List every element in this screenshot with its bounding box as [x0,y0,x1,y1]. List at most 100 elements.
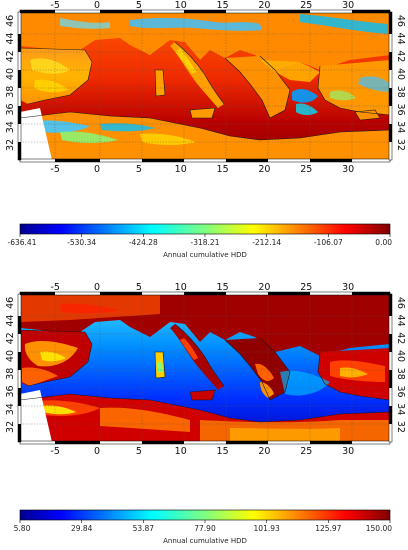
lon-tick-bottom-label: 25 [300,164,312,175]
map-top-lon-labels-top: -5 0 5 10 15 20 25 30 [50,0,354,11]
lon-tick-bottom-label: 15 [217,446,229,457]
lon-tick-bottom-label: 20 [258,446,270,457]
colorbar-tick-label: 5.80 [14,524,31,533]
lat-tick-left-label: 32 [5,421,16,433]
lon-tick-bottom-label: 10 [175,164,187,175]
colorbar-tick-label: -636.41 [8,238,37,247]
colorbar-tick-label: -530.34 [67,238,96,247]
lat-tick-left-label: 38 [5,86,16,98]
map-bottom-svg: -5 0 5 10 15 20 25 30 -5 0 5 10 15 20 25 30 32 34 36 38 40… [5,282,406,457]
lon-tick-top-label: 30 [342,282,354,293]
lon-tick-bottom-label: 20 [258,164,270,175]
map-top-lat-labels-right: 32 34 36 38 40 42 44 46 [395,15,406,151]
colorbar-tick-label: -318.21 [191,238,220,247]
map-top-svg: -5 0 5 10 15 20 25 30 -5 0 5 10 15 20 25 30 32 34 36 38 40… [5,0,406,175]
colorbar-tick-label: 101.93 [254,524,280,533]
lat-tick-left-label: 38 [5,368,16,380]
colorbar-top-ramp [19,223,391,235]
colorbar-top-ticks: -636.41 -530.34 -424.28 -318.21 -212.14 -106.… [8,234,392,247]
map-bottom-lat-labels-left: 32 34 36 38 40 42 44 46 [5,297,16,433]
lat-tick-left-label: 44 [5,315,16,327]
colorbar-top: -636.41 -530.34 -424.28 -318.21 -212.14 -106.… [0,222,408,266]
lat-tick-left-label: 46 [5,297,16,309]
colorbar-top-svg: -636.41 -530.34 -424.28 -318.21 -212.14 -106.… [8,223,392,259]
lon-tick-top-label: 10 [175,0,187,11]
colorbar-bottom-ticks: 5.80 29.84 53.87 77.90 101.93 125.97 150.00 [14,520,392,533]
lat-tick-left-label: 32 [5,139,16,151]
lon-tick-bottom-label: 5 [136,446,142,457]
lat-tick-left-label: 40 [5,350,16,362]
colorbar-tick-label: -424.28 [129,238,158,247]
lon-tick-top-label: -5 [50,282,59,293]
map-top-panel: -5 0 5 10 15 20 25 30 -5 0 5 10 15 20 25 30 32 34 36 38 40… [0,0,408,196]
lon-tick-bottom-label: 10 [175,446,187,457]
lon-tick-top-label: 20 [258,282,270,293]
lon-tick-bottom-label: -5 [50,446,59,457]
map-bottom-lon-labels-top: -5 0 5 10 15 20 25 30 [50,282,354,293]
lat-tick-right-label: 46 [395,15,406,27]
lat-tick-left-label: 46 [5,15,16,27]
lat-tick-right-label: 36 [395,385,406,397]
colorbar-tick-label: 125.97 [315,524,341,533]
lat-tick-right-label: 46 [395,297,406,309]
colorbar-tick-label: 0.00 [375,238,392,247]
lon-tick-bottom-label: 5 [136,164,142,175]
lat-tick-right-label: 40 [395,68,406,80]
lat-tick-right-label: 36 [395,103,406,115]
colorbar-bottom-title: Annual cumulative HDD [163,537,247,545]
lat-tick-right-label: 42 [395,50,406,62]
colorbar-tick-label: 53.87 [133,524,155,533]
lat-tick-left-label: 42 [5,332,16,344]
lon-tick-top-label: 0 [94,0,100,11]
lon-tick-top-label: 5 [136,0,142,11]
colorbar-tick-label: 77.90 [194,524,216,533]
lat-tick-right-label: 44 [395,33,406,45]
colorbar-tick-label: -212.14 [252,238,281,247]
lon-tick-bottom-label: 0 [94,164,100,175]
lat-tick-left-label: 36 [5,103,16,115]
lat-tick-left-label: 34 [5,403,16,415]
colorbar-tick-label: -106.07 [314,238,343,247]
lat-tick-right-label: 42 [395,332,406,344]
lat-tick-right-label: 44 [395,315,406,327]
map-bottom-panel: -5 0 5 10 15 20 25 30 -5 0 5 10 15 20 25 30 32 34 36 38 40… [0,282,408,478]
lon-tick-top-label: -5 [50,0,59,11]
lon-tick-top-label: 30 [342,0,354,11]
lon-tick-top-label: 0 [94,282,100,293]
map-bottom-lon-labels-bottom: -5 0 5 10 15 20 25 30 [50,446,354,457]
lon-tick-top-label: 25 [300,282,312,293]
lat-tick-left-label: 42 [5,50,16,62]
lat-tick-right-label: 38 [395,368,406,380]
lat-tick-left-label: 44 [5,33,16,45]
lat-tick-right-label: 32 [395,139,406,151]
lon-tick-bottom-label: 30 [342,446,354,457]
colorbar-bottom-svg: 5.80 29.84 53.87 77.90 101.93 125.97 150.00 An… [14,509,392,545]
colorbar-top-title: Annual cumulative HDD [163,251,247,259]
map-bottom-scale [17,291,393,445]
lat-tick-right-label: 32 [395,421,406,433]
lat-tick-right-label: 38 [395,86,406,98]
lon-tick-bottom-label: 25 [300,446,312,457]
lon-tick-bottom-label: 15 [217,164,229,175]
map-top-top-scale [17,9,393,163]
lon-tick-top-label: 25 [300,0,312,11]
lon-tick-top-label: 20 [258,0,270,11]
lat-tick-right-label: 34 [395,121,406,133]
lon-tick-top-label: 15 [217,0,229,11]
lat-tick-left-label: 40 [5,68,16,80]
lat-tick-right-label: 40 [395,350,406,362]
colorbar-bottom-ramp [19,509,391,521]
colorbar-tick-label: 150.00 [366,524,392,533]
lon-tick-bottom-label: -5 [50,164,59,175]
lon-tick-top-label: 5 [136,282,142,293]
lon-tick-bottom-label: 0 [94,446,100,457]
lat-tick-left-label: 34 [5,121,16,133]
map-top-lat-labels-left: 32 34 36 38 40 42 44 46 [5,15,16,151]
lat-tick-left-label: 36 [5,385,16,397]
colorbar-tick-label: 29.84 [71,524,93,533]
lon-tick-top-label: 10 [175,282,187,293]
map-top-lon-labels-bottom: -5 0 5 10 15 20 25 30 [50,164,354,175]
lon-tick-bottom-label: 30 [342,164,354,175]
lat-tick-right-label: 34 [395,403,406,415]
map-bottom-lat-labels-right: 32 34 36 38 40 42 44 46 [395,297,406,433]
